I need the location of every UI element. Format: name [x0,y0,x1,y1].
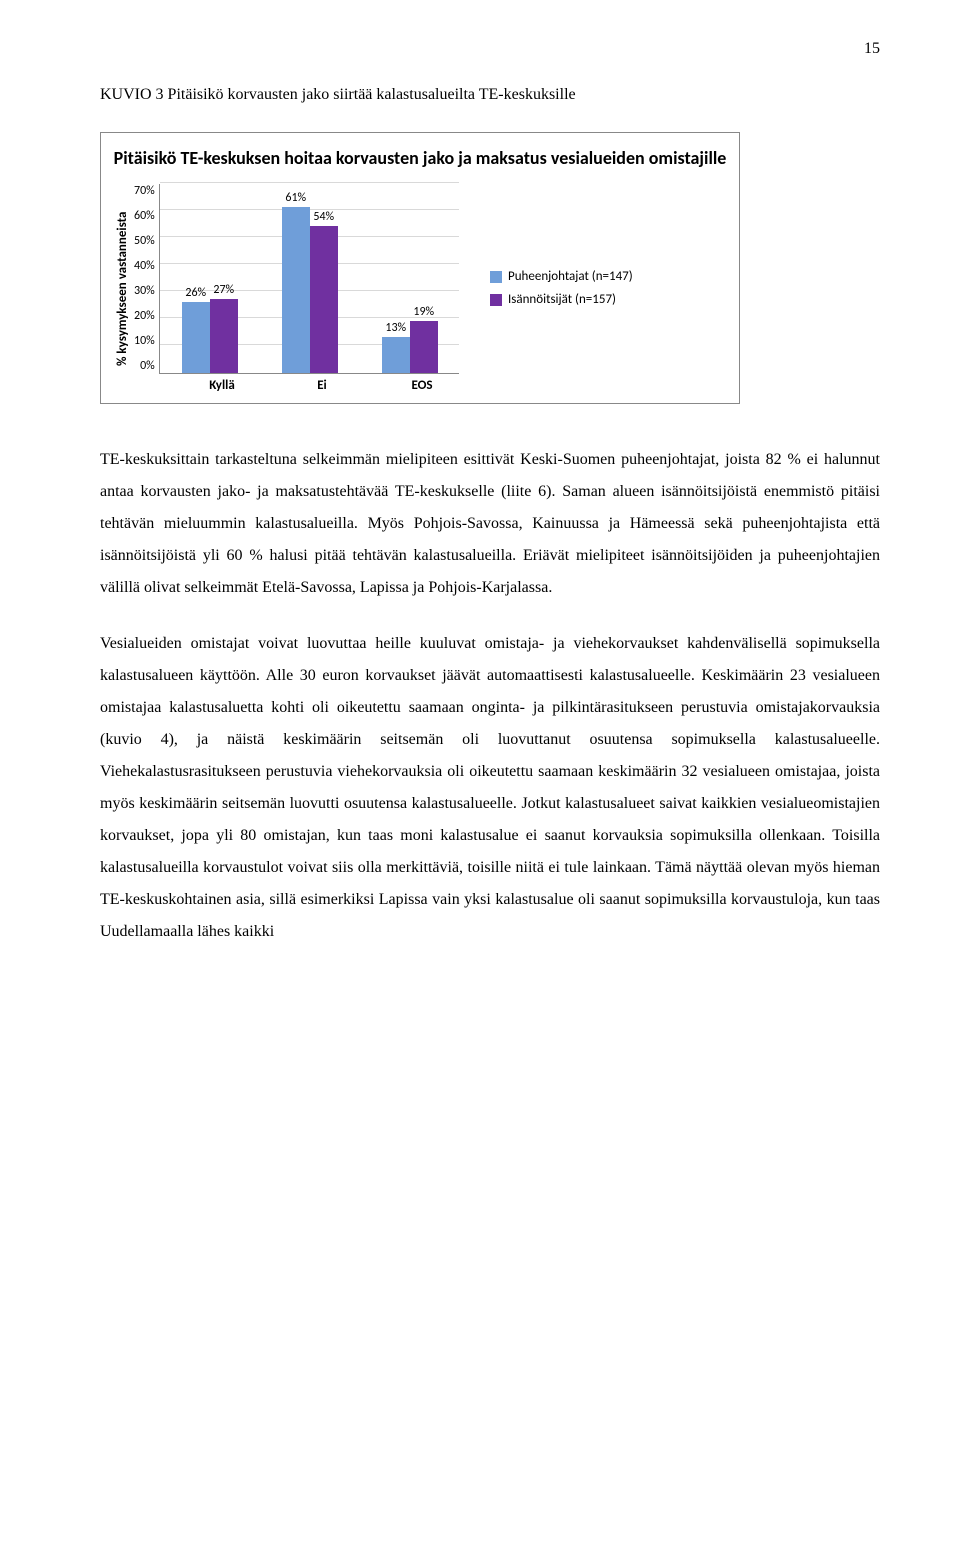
y-tick-label: 50% [134,234,155,248]
plot-row: 70%60%50%40%30%20%10%0% 26%27%61%54%13%1… [134,184,472,374]
y-tick-label: 60% [134,209,155,223]
bar: 13% [382,337,410,372]
y-tick-label: 30% [134,284,155,298]
legend-label: Puheenjohtajat (n=147) [508,269,633,284]
bar-value-label: 26% [185,286,206,300]
bar: 27% [210,299,238,372]
chart-body: % kysymykseen vastanneista 70% 60% 50% 40% 3… [111,184,729,393]
bar: 61% [282,207,310,373]
bar-group: 61%54% [282,207,338,373]
y-tick-label: 10% [134,334,155,348]
plot-area: 26%27%61%54%13%19% [159,184,459,374]
bar-value-label: 27% [213,283,234,297]
bar-value-label: 13% [385,321,406,335]
x-tick-label: Ei [272,378,372,393]
gridline [160,182,459,183]
bar-value-label: 61% [285,191,306,205]
page-number: 15 [100,40,880,58]
chart-container: Pitäisikö TE-keskuksen hoitaa korvausten… [100,132,740,404]
body-paragraph-1: TE-keskuksittain tarkasteltuna selkeimmä… [100,444,880,604]
figure-caption: KUVIO 3 Pitäisikö korvausten jako siirtä… [100,86,880,104]
x-axis-ticks: KylläEiEOS [172,374,472,393]
chart-legend: Puheenjohtajat (n=147) Isännöitsijät (n=1… [490,184,633,393]
bar: 19% [410,321,438,373]
plot-and-x-wrap: 70%60%50%40%30%20%10%0% 26%27%61%54%13%1… [134,184,472,393]
y-tick-label: 40% [134,259,155,273]
x-tick-label: EOS [372,378,472,393]
chart-title: Pitäisikö TE-keskuksen hoitaa korvausten… [111,147,729,170]
legend-swatch [490,271,502,283]
legend-swatch [490,294,502,306]
y-tick-label: 70% [134,184,155,198]
legend-label: Isännöitsijät (n=157) [508,292,616,307]
legend-item: Isännöitsijät (n=157) [490,292,633,307]
y-axis-label: % kysymykseen vastanneista [111,184,134,393]
bar-value-label: 54% [313,210,334,224]
y-axis-ticks: 70% 60% 50% 40% 30% 20% 10% 0% [134,184,159,374]
bar-group: 13%19% [382,321,438,373]
y-tick-label: 0% [134,359,155,373]
body-paragraph-2: Vesialueiden omistajat voivat luovuttaa … [100,628,880,948]
legend-item: Puheenjohtajat (n=147) [490,269,633,284]
x-tick-label: Kyllä [172,378,272,393]
bar: 54% [310,226,338,373]
bar-group: 26%27% [182,299,238,372]
bar: 26% [182,302,210,373]
bar-value-label: 19% [413,305,434,319]
y-tick-label: 20% [134,309,155,323]
